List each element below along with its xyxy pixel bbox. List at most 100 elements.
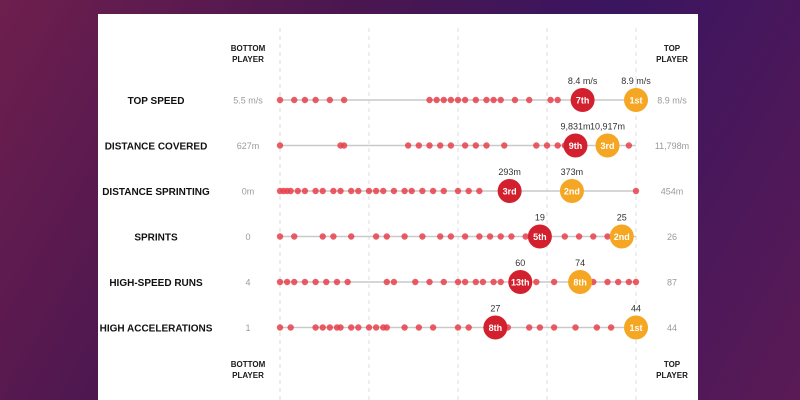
- player-dot: [437, 142, 444, 149]
- player-dot: [301, 96, 309, 104]
- player-dot: [486, 233, 494, 240]
- player-dot: [497, 278, 504, 286]
- player-dot: [355, 324, 362, 331]
- header-top-line2: PLAYER: [656, 55, 688, 64]
- player-dot: [440, 278, 447, 286]
- player-dot: [447, 96, 455, 104]
- metric-row: HIGH ACCELERATIONS 1 44 8th 27 1st 44: [100, 304, 677, 340]
- player-dot: [550, 324, 558, 331]
- rank-label: 7th: [576, 96, 590, 106]
- player-dot: [547, 96, 554, 104]
- metric-row: DISTANCE SPRINTING 0m 454m 3rd 293m 2nd 373m: [102, 167, 683, 203]
- player-dot: [312, 324, 319, 331]
- player-dot: [344, 278, 351, 286]
- player-dot: [472, 96, 479, 104]
- player-dot: [511, 96, 519, 104]
- player-dot: [426, 278, 433, 286]
- player-dot: [283, 278, 291, 286]
- callout-value: 8.4 m/s: [568, 76, 598, 86]
- callout-value: 19: [535, 213, 545, 223]
- team-best-rank-marker: [624, 315, 648, 340]
- team-best-rank-marker: [595, 133, 620, 158]
- callout-value: 9,831m: [560, 122, 590, 132]
- rank-label: 3rd: [601, 141, 615, 151]
- player-dot: [390, 187, 398, 195]
- metric-rows: TOP SPEED 5.5 m/s 8.9 m/s 7th 8.4 m/s 1st 8.9 …: [100, 76, 689, 340]
- player-dot: [604, 233, 611, 240]
- rank-label: 5th: [533, 232, 547, 242]
- footer-bottom-line1: BOTTOM: [231, 360, 266, 369]
- row-max-value: 26: [667, 232, 677, 242]
- player-dot: [287, 324, 294, 331]
- player-dot: [372, 187, 380, 195]
- player-dot: [454, 324, 462, 331]
- player-dot: [590, 233, 597, 240]
- player-dot: [355, 187, 362, 195]
- player-dot: [404, 142, 412, 149]
- callout-value: 60: [515, 258, 525, 268]
- player-dot: [319, 187, 326, 195]
- callout-value: 293m: [498, 167, 521, 177]
- player-dot: [461, 142, 469, 149]
- player-dot: [337, 187, 344, 195]
- player-dot: [276, 96, 284, 104]
- player-dot: [543, 142, 551, 149]
- team-best-rank-marker: [568, 270, 593, 294]
- player-dot: [312, 187, 319, 195]
- player-dot: [323, 278, 330, 286]
- player-dot: [426, 96, 433, 104]
- row-label: DISTANCE COVERED: [105, 142, 208, 153]
- player-dot: [276, 233, 284, 240]
- player-dot: [429, 324, 437, 331]
- player-dot: [472, 278, 479, 286]
- player-dot: [326, 324, 334, 331]
- player-dot: [615, 278, 622, 286]
- player-dot: [372, 324, 380, 331]
- player-dot: [291, 233, 298, 240]
- player-dot: [340, 96, 348, 104]
- player-dot: [632, 187, 640, 195]
- player-rank-marker: [527, 224, 552, 249]
- player-dot: [465, 187, 472, 195]
- player-dot: [508, 233, 515, 240]
- player-dot: [301, 187, 309, 195]
- player-rank-marker: [570, 88, 595, 112]
- player-dot: [301, 278, 309, 286]
- player-dot: [632, 278, 640, 286]
- player-dot: [472, 142, 479, 149]
- player-dot: [522, 233, 529, 240]
- metric-row: HIGH-SPEED RUNS 4 87 13th 60 8th 74: [109, 258, 677, 294]
- player-dot: [575, 233, 583, 240]
- player-dot: [287, 187, 294, 195]
- player-rank-marker: [483, 315, 508, 340]
- player-dot: [483, 142, 490, 149]
- player-dot: [312, 278, 319, 286]
- row-label: TOP SPEED: [128, 96, 185, 107]
- player-dot: [554, 142, 561, 149]
- player-dot: [348, 187, 355, 195]
- player-dot: [330, 187, 337, 195]
- player-dot: [604, 278, 611, 286]
- player-dot: [419, 233, 426, 240]
- player-dot: [408, 187, 415, 195]
- player-dot: [461, 96, 469, 104]
- player-dot: [390, 278, 398, 286]
- player-dot: [348, 324, 355, 331]
- player-dot: [291, 96, 298, 104]
- player-dot: [291, 278, 298, 286]
- footer-top-line1: TOP: [664, 360, 681, 369]
- row-min-value: 0m: [242, 187, 255, 197]
- rank-label: 3rd: [503, 187, 517, 197]
- player-dot: [490, 278, 497, 286]
- rank-label: 8th: [573, 278, 587, 288]
- rank-label: 8th: [489, 323, 503, 333]
- row-min-value: 0: [245, 232, 250, 242]
- player-dot: [429, 187, 437, 195]
- player-dot: [419, 187, 426, 195]
- row-max-value: 44: [667, 323, 677, 333]
- callout-value: 27: [490, 304, 500, 314]
- player-rank-marker: [508, 270, 533, 294]
- player-dot: [372, 233, 380, 240]
- player-dot: [276, 324, 284, 331]
- callout-value: 8.9 m/s: [621, 76, 651, 86]
